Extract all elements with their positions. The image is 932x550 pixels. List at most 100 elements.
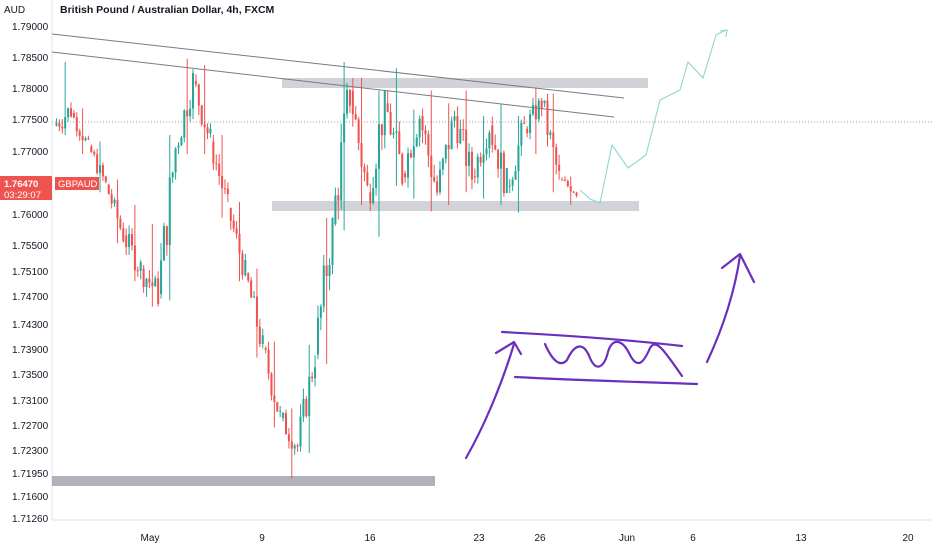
x-tick-label: 13 (795, 533, 807, 544)
candle-down (409, 153, 412, 158)
candle-down (534, 105, 537, 120)
candle-up (438, 169, 442, 193)
candle-up (343, 113, 346, 143)
candle-up (505, 168, 508, 194)
candle-down (90, 146, 93, 153)
projection-path[interactable] (579, 29, 727, 204)
projection-arrowhead (719, 29, 728, 38)
candle-down (325, 265, 328, 276)
candle-up (537, 100, 540, 120)
candle-up (316, 317, 319, 355)
candle-up (517, 145, 520, 172)
candle-up (468, 151, 471, 166)
resistance-zone[interactable] (282, 78, 648, 88)
candle-down (427, 134, 430, 156)
candle-up (549, 132, 552, 136)
candle-down (264, 348, 267, 350)
candle-down (337, 195, 340, 201)
candle-up (177, 145, 180, 148)
y-tick-label: 1.71950 (12, 469, 49, 480)
y-tick-label: 1.75100 (12, 267, 49, 278)
candle-down (72, 112, 75, 118)
y-tick-label: 1.74700 (12, 292, 49, 303)
candle-down (142, 268, 145, 288)
candle-up (160, 260, 163, 294)
candle-down (61, 126, 64, 129)
drawn-channel-top (500, 330, 684, 348)
candle-up (476, 156, 479, 178)
drawn-channel-bottom (513, 375, 699, 386)
candle-up (508, 185, 511, 187)
last-price-value: 1.76470 (4, 179, 38, 190)
candle-down (133, 245, 136, 271)
candle-up (375, 168, 378, 189)
candle-down (546, 100, 549, 136)
candle-up (191, 73, 195, 109)
candle-up (299, 416, 302, 447)
candle-down (462, 128, 465, 130)
candle-down (267, 349, 270, 374)
candle-up (154, 278, 157, 287)
candle-up (418, 118, 421, 138)
y-tick-label: 1.79000 (12, 22, 49, 33)
candle-up (453, 116, 456, 121)
y-tick-label: 1.73100 (12, 396, 49, 407)
candle-up (162, 226, 165, 261)
candle-down (148, 278, 151, 283)
candle-down (136, 270, 139, 272)
major-support-zone[interactable] (52, 476, 435, 486)
candle-down (351, 90, 354, 115)
candle-up (319, 306, 322, 318)
candle-up (189, 108, 192, 117)
candle-up (183, 110, 186, 138)
candle-down (305, 398, 308, 417)
candle-down (151, 282, 154, 287)
candle-up (209, 128, 212, 134)
candle-down (104, 176, 107, 182)
candle-down (93, 152, 96, 155)
candle-down (69, 108, 72, 117)
candle-down (96, 154, 99, 174)
candle-down (421, 115, 424, 131)
trendline-lower[interactable] (51, 51, 615, 118)
candle-down (119, 218, 122, 229)
hand-drawn-annotation[interactable] (464, 252, 756, 460)
candle-up (174, 148, 177, 173)
currency-label: AUD (4, 5, 25, 16)
y-tick-label: 1.76000 (12, 210, 49, 221)
candle-up (55, 123, 58, 126)
candle-down (258, 326, 261, 344)
candle-down (380, 124, 383, 136)
candle-down (436, 181, 439, 193)
candle-up (139, 262, 142, 271)
candle-down (197, 84, 200, 106)
candle-down (290, 441, 293, 449)
candle-down (389, 112, 392, 135)
candle-down (276, 402, 279, 412)
candle-down (238, 233, 241, 254)
candle-up (415, 137, 418, 147)
candle-up (314, 367, 317, 379)
candle-up (392, 132, 395, 135)
candle-down (424, 130, 427, 135)
candle-down (218, 163, 221, 176)
candle-down (287, 434, 290, 442)
candle-down (558, 164, 561, 171)
symbol-tag: GBPAUD (58, 179, 98, 190)
candle-down (296, 445, 299, 447)
candle-down (270, 373, 273, 396)
x-tick-label: 6 (690, 533, 696, 544)
candle-down (107, 184, 110, 195)
candle-down (386, 103, 389, 113)
candle-down (572, 191, 575, 193)
trendline-upper[interactable] (51, 33, 625, 99)
support-zone[interactable] (272, 201, 639, 211)
y-tick-label: 1.72300 (12, 446, 49, 457)
x-tick-label: 16 (364, 533, 376, 544)
candle-up (340, 142, 343, 201)
candle-up (345, 89, 349, 114)
candle-down (555, 147, 558, 165)
y-tick-label: 1.73900 (12, 345, 49, 356)
candle-down (360, 143, 363, 167)
